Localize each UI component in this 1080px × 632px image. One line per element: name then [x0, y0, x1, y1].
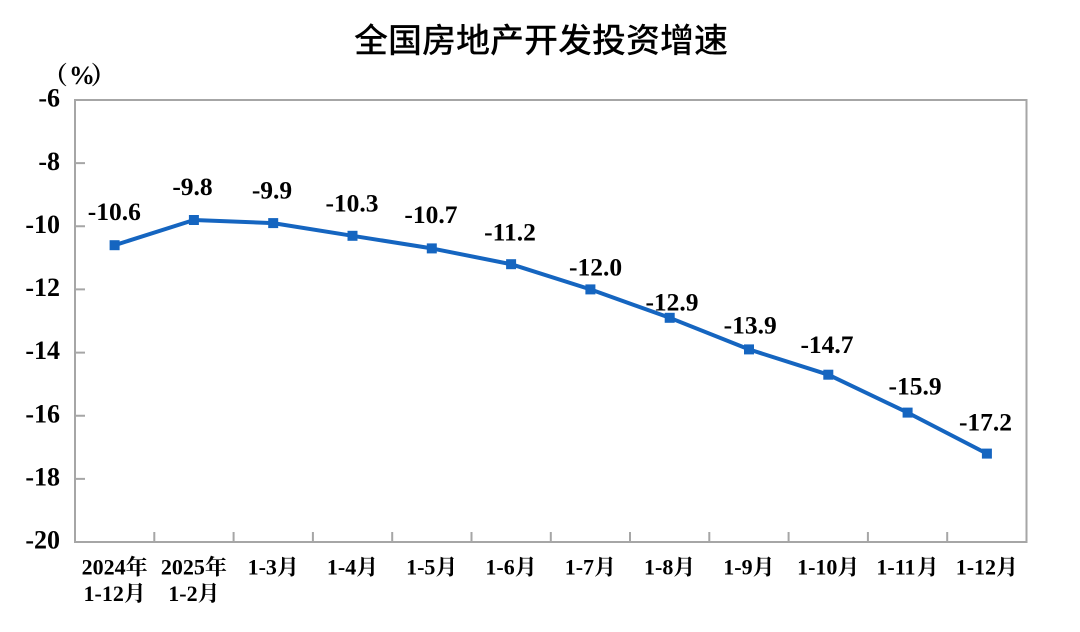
svg-text:1-5: 1-5	[406, 555, 435, 580]
svg-text:2025: 2025	[161, 555, 205, 580]
svg-text:-15.9: -15.9	[889, 371, 942, 400]
svg-text:-12.0: -12.0	[569, 252, 622, 281]
svg-text:1-9: 1-9	[723, 555, 752, 580]
svg-text:1-3: 1-3	[248, 555, 277, 580]
svg-text:-20: -20	[25, 526, 60, 555]
svg-text:-10: -10	[25, 210, 60, 239]
svg-text:-9.8: -9.8	[172, 172, 212, 201]
svg-text:-14.7: -14.7	[800, 330, 853, 359]
svg-text:-10.3: -10.3	[325, 188, 378, 217]
svg-text:-16: -16	[25, 399, 60, 428]
svg-text:1-12: 1-12	[956, 555, 996, 580]
svg-text:-13.9: -13.9	[724, 310, 777, 339]
svg-text:1-12: 1-12	[84, 581, 124, 606]
svg-text:1-7: 1-7	[565, 555, 594, 580]
svg-text:1-8: 1-8	[644, 555, 673, 580]
svg-text:-12.9: -12.9	[645, 287, 698, 316]
svg-text:1-10: 1-10	[797, 555, 837, 580]
svg-text:-18: -18	[25, 463, 60, 492]
svg-text:-11.2: -11.2	[484, 217, 536, 246]
svg-text:-10.7: -10.7	[404, 200, 457, 229]
svg-text:-12: -12	[25, 273, 60, 302]
svg-text:1-11: 1-11	[876, 555, 915, 580]
svg-text:1-2: 1-2	[168, 581, 197, 606]
svg-text:-17.2: -17.2	[959, 408, 1012, 437]
svg-text:2024: 2024	[82, 555, 126, 580]
svg-text:1-6: 1-6	[485, 555, 514, 580]
svg-text:%: %	[69, 61, 95, 90]
svg-text:-8: -8	[38, 147, 60, 176]
svg-text:-6: -6	[38, 84, 60, 113]
svg-text:-14: -14	[25, 336, 60, 365]
svg-text:1-4: 1-4	[327, 555, 356, 580]
svg-text:-9.9: -9.9	[252, 175, 292, 204]
svg-text:-10.6: -10.6	[88, 197, 141, 226]
